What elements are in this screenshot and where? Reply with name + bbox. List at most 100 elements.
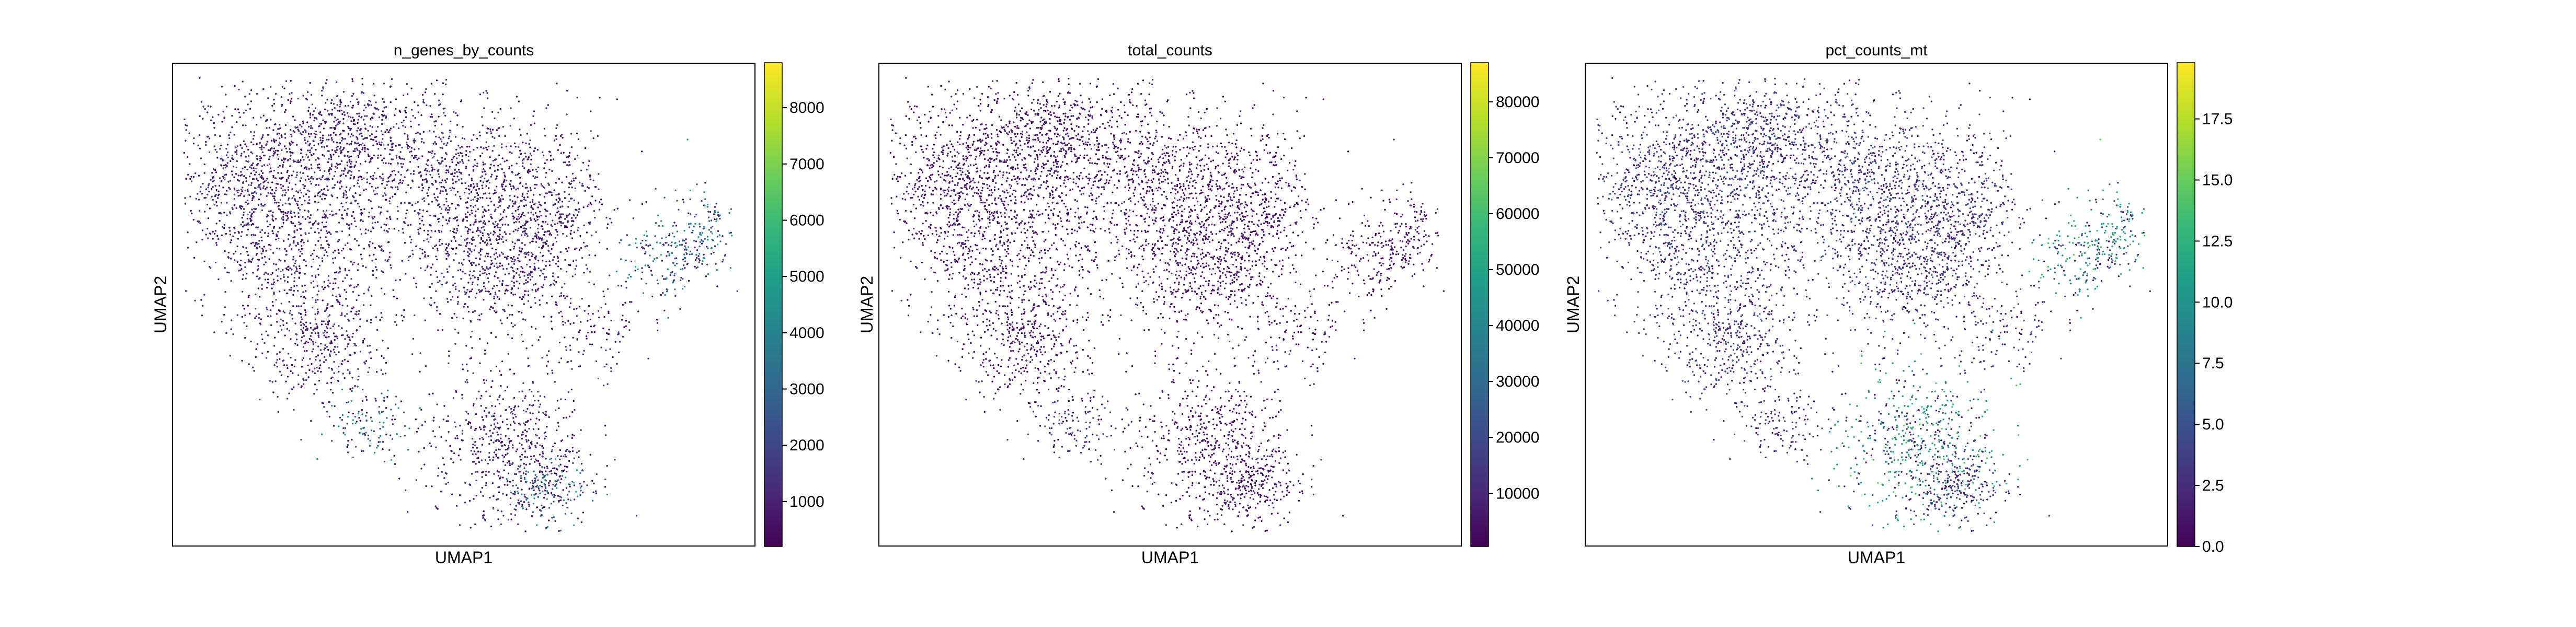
data-point	[471, 191, 473, 193]
data-point	[347, 242, 349, 244]
data-point	[521, 267, 524, 270]
data-point	[522, 165, 524, 167]
data-point	[493, 495, 495, 497]
data-point	[257, 204, 260, 206]
data-point	[290, 98, 293, 100]
data-point	[451, 317, 453, 319]
data-point	[344, 277, 346, 279]
data-point	[548, 470, 551, 473]
data-point	[421, 198, 423, 201]
data-point	[505, 233, 507, 235]
data-point	[287, 266, 289, 268]
data-point	[532, 214, 534, 216]
data-point	[341, 414, 344, 416]
data-point	[463, 191, 466, 194]
data-point	[360, 144, 362, 146]
data-point	[373, 190, 375, 192]
data-point	[354, 238, 356, 240]
data-point	[407, 136, 409, 138]
data-point	[476, 457, 478, 459]
data-point	[331, 404, 333, 407]
data-point	[482, 248, 484, 251]
data-point	[228, 187, 230, 189]
data-point	[468, 253, 471, 255]
data-point	[494, 258, 496, 260]
data-point	[259, 277, 261, 279]
data-point	[297, 249, 300, 251]
data-point	[460, 244, 462, 247]
data-point	[361, 83, 363, 85]
data-point	[682, 277, 684, 280]
data-point	[493, 451, 496, 454]
data-point	[385, 224, 387, 226]
data-point	[279, 351, 281, 353]
data-point	[403, 411, 405, 413]
data-point	[320, 229, 322, 231]
data-point	[259, 399, 261, 401]
data-point	[333, 213, 335, 216]
data-point	[533, 489, 535, 492]
data-point	[273, 195, 276, 198]
data-point	[363, 109, 365, 111]
data-point	[369, 445, 371, 447]
data-point	[520, 271, 522, 273]
data-point	[364, 148, 366, 150]
data-point	[207, 193, 209, 195]
data-point	[493, 295, 495, 298]
data-point	[403, 94, 405, 97]
data-point	[306, 350, 308, 352]
data-point	[391, 187, 394, 189]
data-point	[374, 107, 376, 109]
data-point	[505, 185, 507, 188]
data-point	[445, 252, 448, 255]
data-point	[675, 225, 678, 227]
data-point	[327, 315, 329, 318]
data-point	[187, 247, 189, 249]
data-point	[479, 274, 481, 276]
data-point	[447, 205, 449, 207]
data-point	[358, 112, 360, 114]
data-point	[432, 247, 434, 249]
data-point	[536, 434, 538, 437]
data-point	[517, 173, 519, 176]
data-point	[579, 181, 581, 183]
data-point	[274, 190, 277, 192]
data-point	[383, 397, 385, 399]
data-point	[511, 258, 514, 260]
data-point	[305, 379, 307, 381]
data-point	[423, 463, 426, 466]
data-point	[543, 196, 546, 198]
data-point	[391, 170, 393, 172]
data-point	[310, 327, 312, 329]
data-point	[470, 199, 472, 202]
data-point	[375, 371, 378, 373]
data-point	[534, 257, 537, 259]
data-point	[473, 461, 475, 463]
data-point	[358, 411, 360, 413]
data-point	[574, 158, 576, 160]
data-point	[517, 239, 519, 241]
data-point	[293, 264, 295, 267]
data-point	[374, 398, 376, 400]
data-point	[468, 214, 471, 216]
data-point	[485, 482, 487, 484]
data-point	[370, 118, 372, 120]
data-point	[337, 379, 339, 382]
data-point	[265, 179, 267, 182]
data-point	[589, 176, 591, 178]
data-point	[279, 310, 281, 312]
data-point	[456, 228, 458, 230]
data-point	[559, 475, 561, 477]
data-point	[307, 133, 310, 135]
data-point	[272, 129, 274, 131]
data-point	[413, 173, 415, 175]
data-point	[552, 275, 554, 277]
data-point	[541, 514, 543, 516]
data-point	[307, 110, 310, 112]
data-point	[348, 234, 350, 236]
data-point	[556, 469, 558, 471]
data-point	[567, 206, 569, 208]
data-point	[525, 498, 528, 501]
data-point	[514, 413, 516, 416]
data-point	[474, 523, 476, 525]
